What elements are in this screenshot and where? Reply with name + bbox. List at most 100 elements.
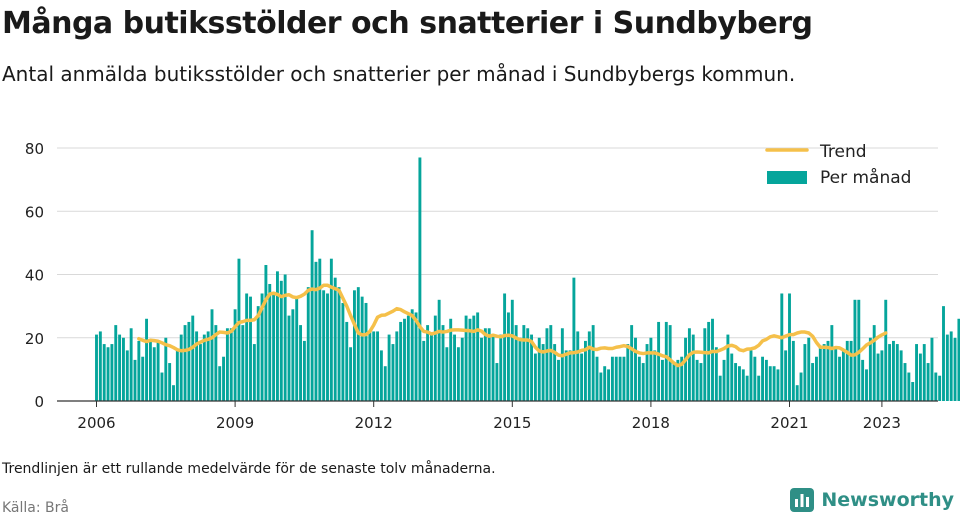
axes: 0 20 40 60 80 2006 2009 2012 2015 2018 2021 2023 bbox=[25, 140, 938, 432]
bar bbox=[730, 353, 734, 401]
bar bbox=[522, 325, 526, 401]
chart-title: Många butiksstölder och snatterier i Sun… bbox=[2, 6, 813, 41]
x-tick-label: 2006 bbox=[77, 414, 115, 432]
bar bbox=[957, 318, 960, 401]
bar bbox=[256, 306, 260, 402]
bar bbox=[406, 315, 410, 401]
bar bbox=[341, 302, 345, 401]
bar bbox=[672, 363, 676, 401]
bar bbox=[595, 356, 599, 401]
bar bbox=[942, 306, 945, 402]
bar bbox=[391, 344, 395, 401]
bar bbox=[514, 325, 518, 401]
bar bbox=[210, 309, 214, 401]
bar bbox=[841, 350, 845, 401]
bar bbox=[549, 325, 553, 401]
bar bbox=[372, 331, 376, 401]
bar bbox=[95, 334, 98, 401]
bar bbox=[738, 366, 741, 401]
bar bbox=[422, 340, 426, 401]
bar bbox=[329, 258, 333, 401]
bar bbox=[768, 366, 772, 401]
y-tick-label: 80 bbox=[25, 140, 44, 158]
bar bbox=[580, 353, 584, 401]
bar bbox=[145, 318, 148, 401]
bar bbox=[699, 363, 703, 401]
bar bbox=[433, 315, 437, 401]
bar bbox=[930, 337, 934, 401]
bar bbox=[356, 287, 360, 401]
bar bbox=[495, 363, 499, 401]
y-tick-label: 40 bbox=[25, 267, 44, 285]
bar bbox=[179, 334, 183, 401]
bar bbox=[753, 356, 757, 401]
bar bbox=[945, 334, 949, 401]
bar bbox=[430, 334, 433, 401]
bar bbox=[865, 369, 868, 402]
bar bbox=[657, 321, 661, 401]
bar bbox=[110, 344, 114, 401]
bar bbox=[822, 344, 826, 401]
x-tick-label: 2015 bbox=[493, 414, 531, 432]
bar bbox=[557, 359, 560, 401]
bar bbox=[437, 299, 441, 401]
bar bbox=[899, 350, 903, 401]
bar bbox=[537, 337, 541, 401]
bar bbox=[726, 334, 730, 401]
bar bbox=[387, 334, 391, 401]
bar bbox=[456, 347, 460, 401]
bar bbox=[918, 353, 922, 401]
bar bbox=[426, 325, 430, 401]
bar bbox=[464, 315, 468, 401]
bar bbox=[503, 293, 507, 401]
bar bbox=[572, 277, 576, 401]
bar bbox=[791, 340, 795, 401]
bar bbox=[691, 334, 695, 401]
chart-subtitle: Antal anmälda butiksstölder och snatteri… bbox=[2, 62, 796, 86]
bar bbox=[222, 356, 225, 401]
bar bbox=[934, 372, 938, 401]
bar bbox=[684, 337, 687, 401]
bar bbox=[279, 280, 283, 401]
bar bbox=[587, 331, 591, 401]
newsworthy-logo-icon bbox=[790, 488, 815, 512]
bar bbox=[133, 359, 137, 401]
bar bbox=[245, 293, 249, 401]
legend-bar-swatch bbox=[767, 171, 807, 184]
bar bbox=[641, 363, 645, 401]
bar bbox=[761, 356, 764, 401]
bar bbox=[418, 157, 422, 401]
bar bbox=[745, 375, 749, 401]
bar bbox=[353, 290, 356, 401]
bar bbox=[148, 340, 152, 401]
bar bbox=[714, 347, 718, 401]
bar bbox=[291, 309, 295, 401]
bar bbox=[410, 309, 414, 401]
bar bbox=[526, 328, 530, 401]
bar bbox=[838, 356, 841, 401]
bar bbox=[483, 328, 487, 401]
bar bbox=[152, 347, 156, 401]
bar bbox=[241, 325, 245, 401]
bar bbox=[764, 359, 768, 401]
bar bbox=[915, 344, 918, 401]
bar bbox=[545, 328, 549, 401]
bar bbox=[102, 344, 106, 401]
bar bbox=[834, 347, 838, 401]
bar bbox=[395, 331, 399, 401]
bar bbox=[449, 318, 453, 401]
bar bbox=[907, 372, 911, 401]
bar bbox=[191, 315, 195, 401]
x-tick-label: 2009 bbox=[216, 414, 254, 432]
bar bbox=[610, 356, 614, 401]
bar bbox=[360, 296, 364, 401]
bar bbox=[468, 318, 472, 401]
bar bbox=[306, 287, 310, 401]
bar bbox=[337, 287, 341, 401]
legend-bar-label: Per månad bbox=[820, 167, 911, 188]
bar bbox=[815, 356, 818, 401]
bar bbox=[233, 309, 237, 401]
bar bbox=[880, 350, 884, 401]
bar bbox=[183, 325, 187, 401]
trend-line bbox=[137, 283, 888, 368]
